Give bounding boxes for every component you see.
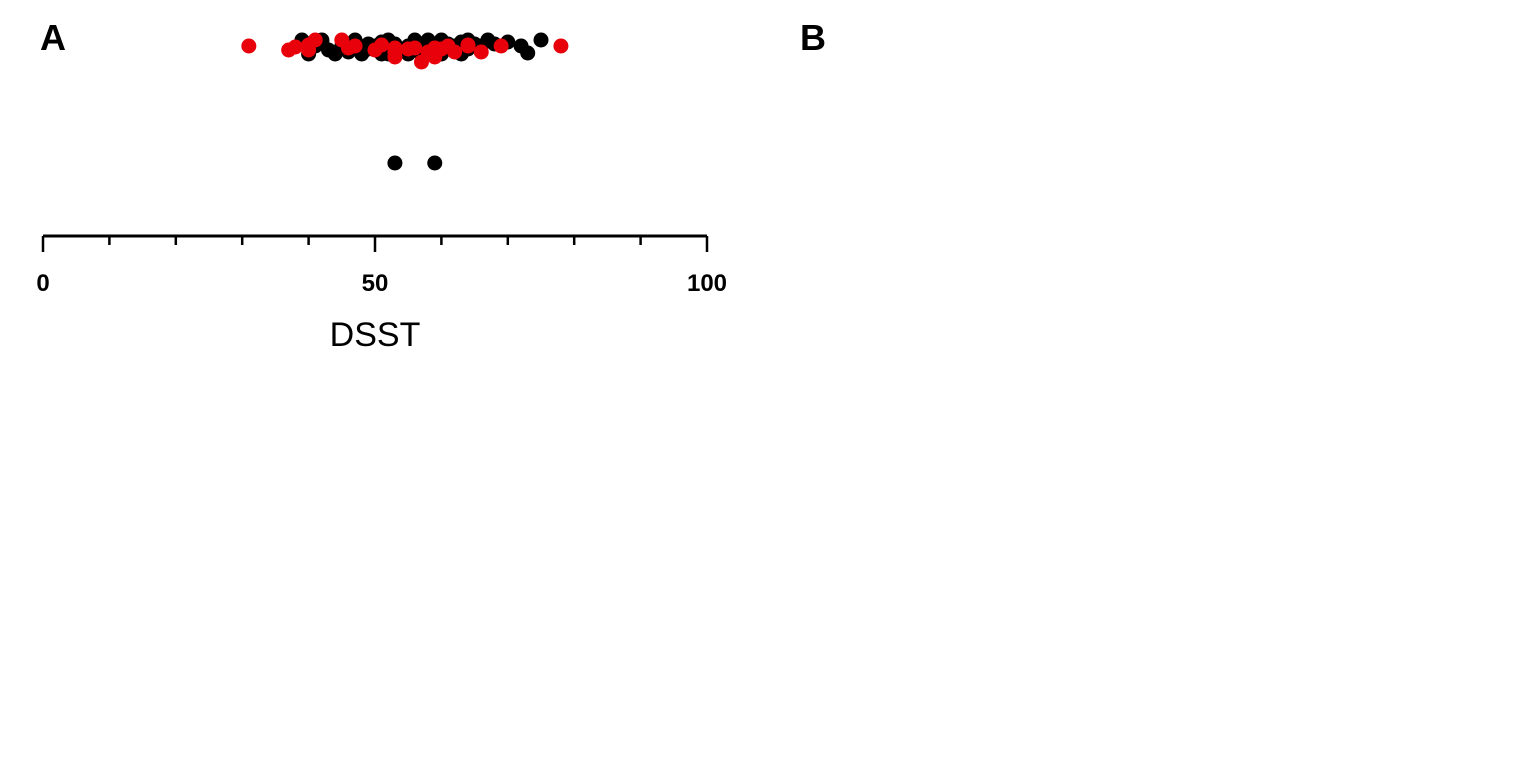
x-tick-label: 100 xyxy=(687,270,727,297)
data-point-group2 xyxy=(473,44,489,60)
data-point-group1 xyxy=(480,32,496,48)
x-tick-label: 50 xyxy=(362,270,389,297)
chart-panel-a: 0 50 100 DSST xyxy=(36,32,727,354)
data-point-group2 xyxy=(493,38,509,54)
data-point-group2 xyxy=(553,38,569,54)
data-point-group2 xyxy=(241,38,257,54)
data-point-group2 xyxy=(340,40,356,56)
data-point-group2 xyxy=(460,37,476,53)
data-point-group2 xyxy=(407,40,423,56)
data-point-group2 xyxy=(413,54,429,70)
data-point-group2 xyxy=(427,49,443,65)
x-tick-label: 0 xyxy=(36,270,49,297)
data-point-group2 xyxy=(301,42,317,58)
data-point-group2 xyxy=(367,42,383,58)
data-point-group1 xyxy=(427,155,443,171)
panel-label-b: B xyxy=(800,17,826,58)
panel-label-a: A xyxy=(40,17,66,58)
data-point-group1 xyxy=(533,32,549,48)
data-point-group1 xyxy=(387,155,403,171)
data-point-group1 xyxy=(520,45,536,61)
data-point-group2 xyxy=(281,42,297,58)
x-axis-label: DSST xyxy=(330,316,421,354)
data-point-group2 xyxy=(387,49,403,65)
data-point-group2 xyxy=(447,44,463,60)
